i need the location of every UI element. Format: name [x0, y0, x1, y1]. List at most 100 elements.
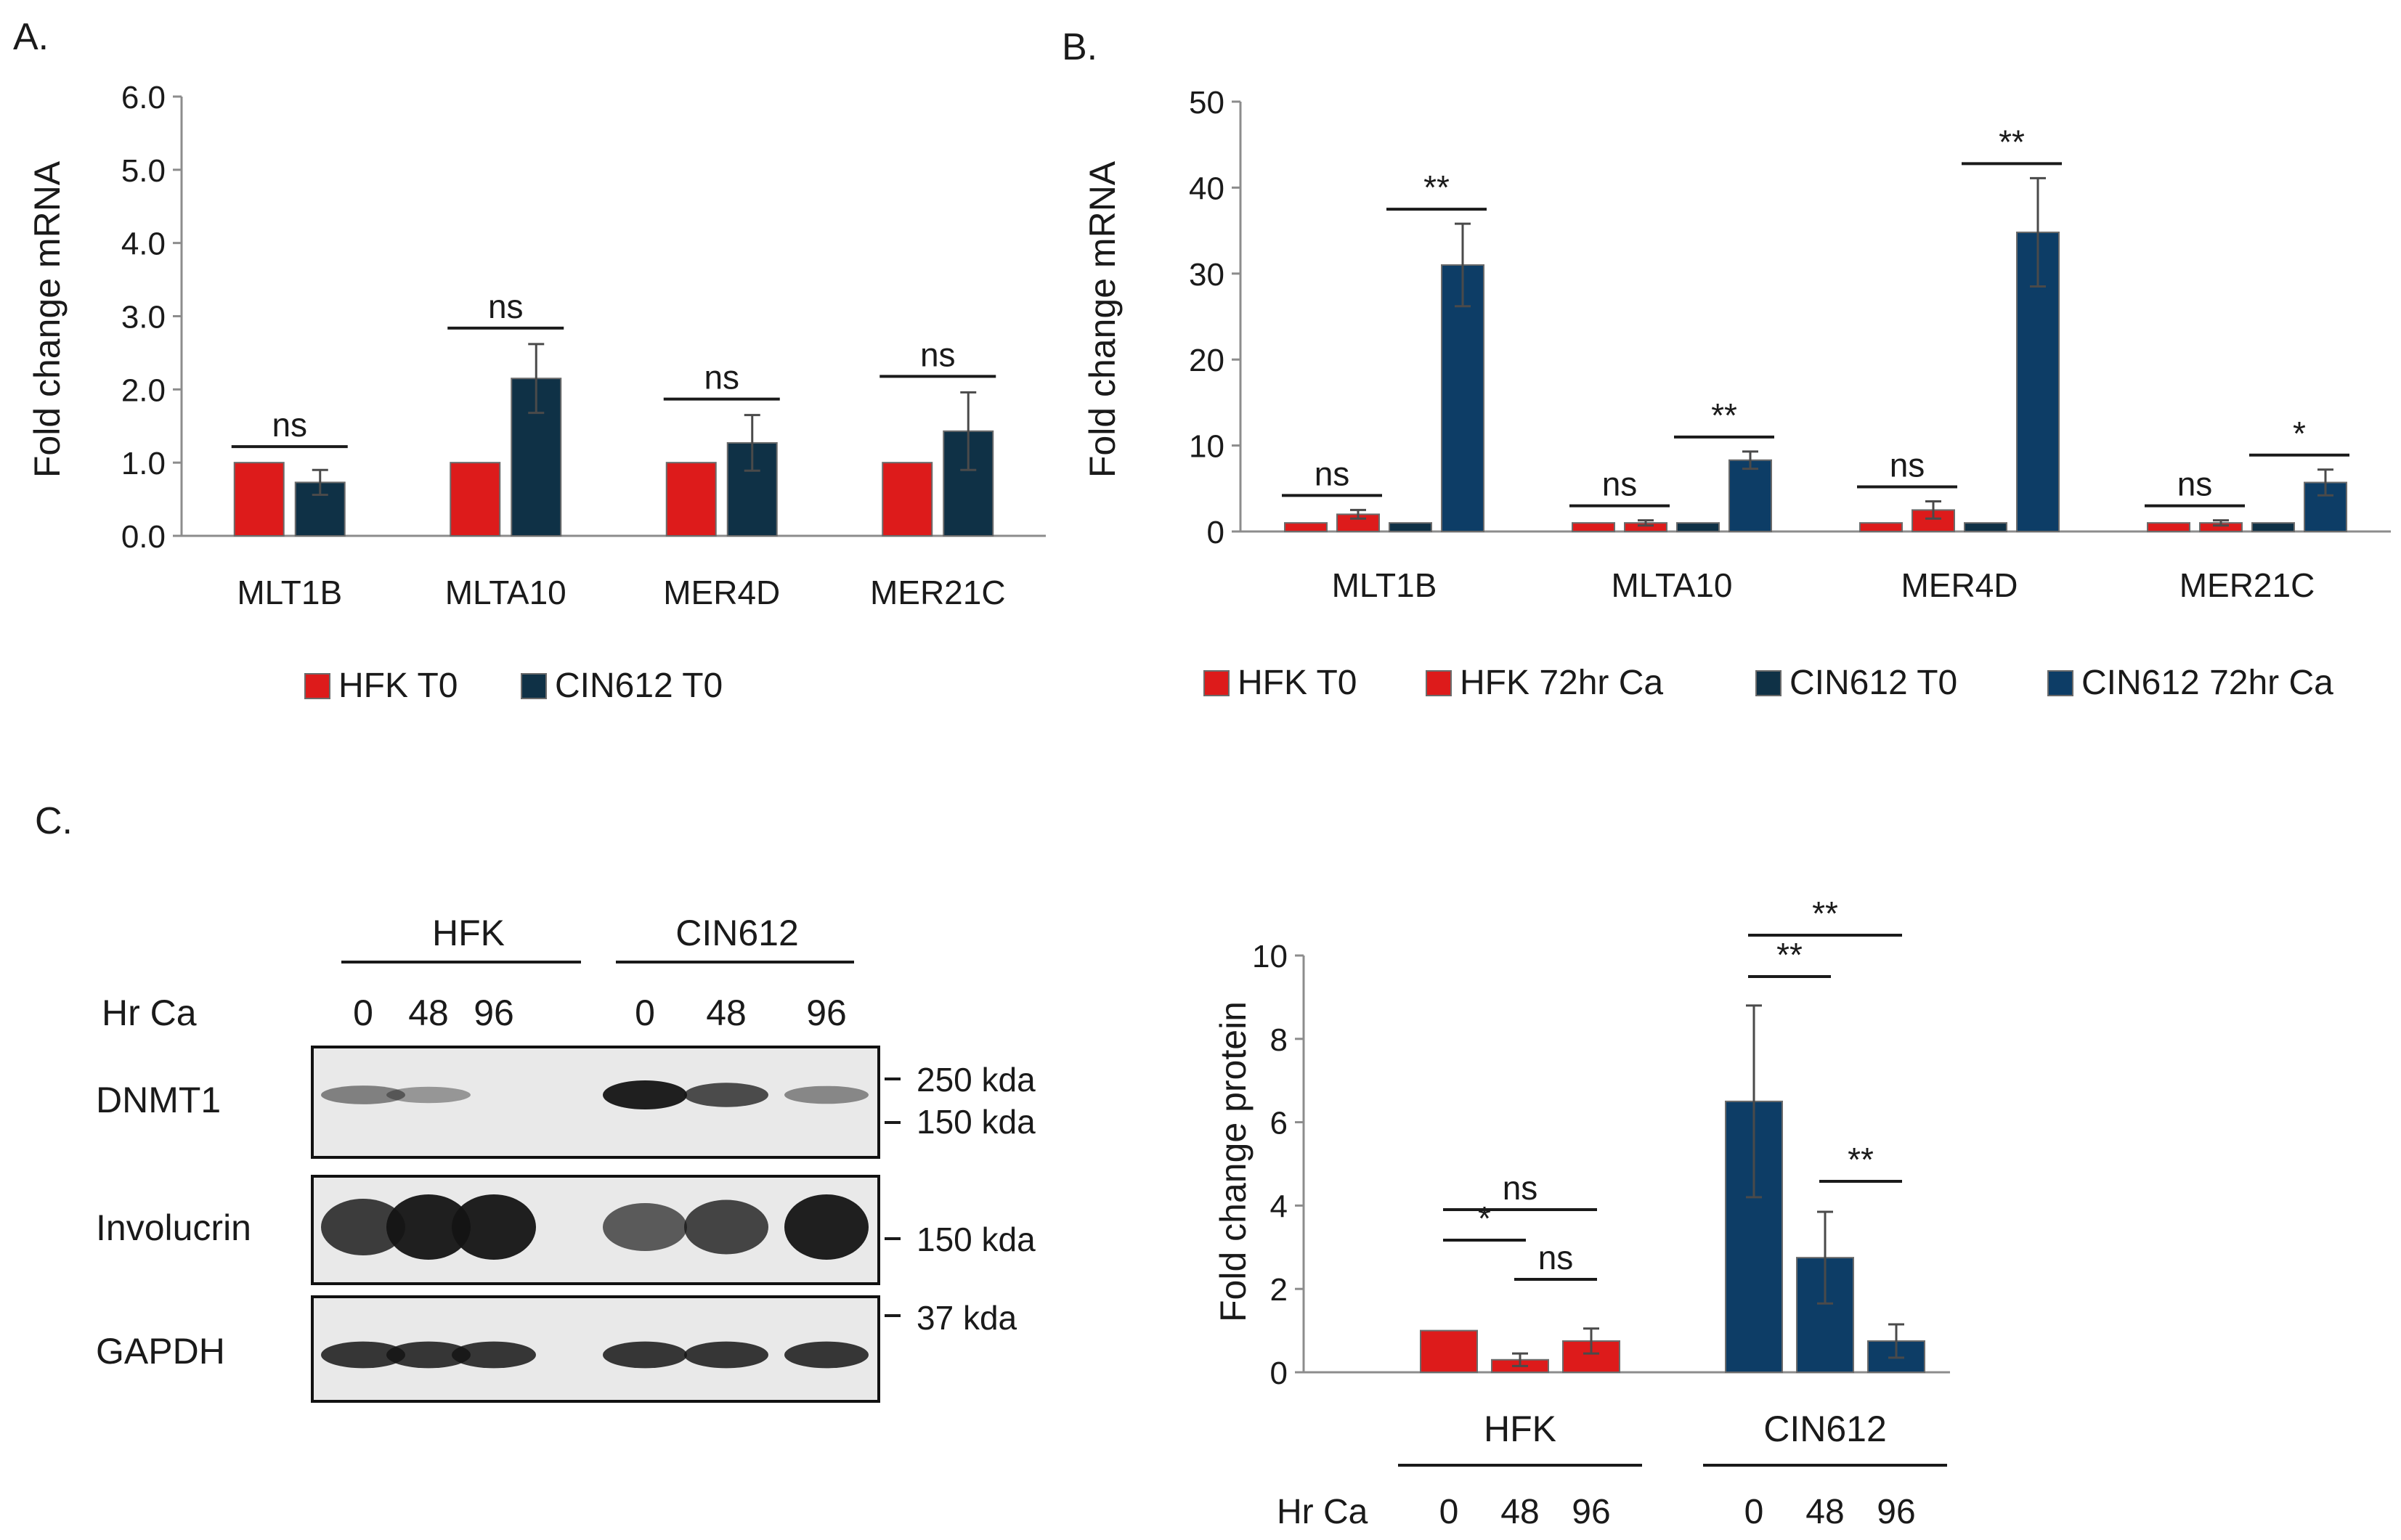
chartB-sig-label: ns — [2177, 465, 2213, 503]
chartC-tick-label: 2 — [1270, 1272, 1288, 1308]
chart-b-significance: ns ** ns ** ns ** ns * — [1282, 123, 2349, 508]
chartA-tick-label: 5.0 — [121, 153, 166, 189]
chartC-bar — [1420, 1329, 1478, 1373]
blot-row-label: DNMT1 — [96, 1080, 221, 1120]
chartB-legend-label: HFK 72hr Ca — [1460, 664, 1663, 702]
chartB-bar — [1284, 522, 1328, 532]
blot-band — [321, 1085, 405, 1104]
panel-label-a: A. — [13, 16, 49, 58]
blot-rows: DNMT1 Involucrin GAPDH — [96, 1046, 880, 1403]
chartB-tick-label: 50 — [1189, 85, 1224, 121]
marker-250-kda: 250 kda — [917, 1061, 1036, 1099]
chart-a-significance: ns ns ns ns — [231, 288, 996, 449]
chartC-sig-label: ns — [1503, 1169, 1538, 1207]
chart-b-bars — [1284, 176, 2347, 533]
chartB-legend-label: HFK T0 — [1238, 664, 1357, 702]
chartB-bar — [1389, 522, 1432, 532]
chartB-bar — [1676, 522, 1720, 532]
chartC-sig-label: ** — [1812, 895, 1838, 932]
chartA-bar — [511, 378, 562, 537]
blot-band — [603, 1341, 687, 1369]
blot-lane-label: 96 — [806, 993, 847, 1033]
chartB-category-label: MER4D — [1901, 566, 2018, 604]
chartC-hr-label: 48 — [1500, 1493, 1539, 1531]
chartA-category-label: MLT1B — [237, 574, 342, 611]
marker-150-kda-involucrin: 150 kda — [917, 1221, 1036, 1258]
chartA-sig-label: ns — [920, 335, 956, 373]
chartA-category-label: MER21C — [870, 574, 1006, 611]
chartC-tick-label: 0 — [1270, 1356, 1288, 1391]
chartB-legend-label: CIN612 72hr Ca — [2081, 664, 2333, 702]
chartB-bar — [2147, 522, 2190, 532]
blot-band — [684, 1341, 768, 1369]
chartB-category-label: MLTA10 — [1611, 566, 1732, 604]
chartA-legend-swatch — [521, 673, 547, 699]
chartA-category-label: MER4D — [663, 574, 780, 611]
blot-band — [321, 1341, 405, 1369]
chartB-sig-label: ** — [1423, 168, 1450, 206]
chart-a-y-ticks: 0.0 1.0 2.0 3.0 4.0 5.0 6.0 — [121, 80, 1046, 555]
chartC-sig-label: ** — [1776, 936, 1803, 974]
chartA-tick-label: 3.0 — [121, 300, 166, 335]
chartC-sig-label: ** — [1848, 1141, 1874, 1178]
blot-band — [684, 1083, 768, 1107]
blot-band — [784, 1085, 869, 1104]
chart-b-legend: HFK T0 HFK 72hr Ca CIN612 T0 CIN612 72hr Ca — [1203, 664, 2333, 702]
blot-lane-labels: 0 48 96 0 48 96 — [353, 993, 847, 1033]
chartB-sig-label: ns — [1890, 447, 1925, 484]
chartB-bar — [1859, 522, 1903, 532]
chartB-tick-label: 0 — [1207, 515, 1224, 550]
chart-a-bars — [233, 343, 994, 537]
chartB-legend-label: CIN612 T0 — [1789, 664, 1957, 702]
blot-group-cin612: CIN612 — [675, 913, 799, 953]
chartB-sig-label: ns — [1602, 465, 1638, 503]
chartB-bar — [1964, 522, 2007, 532]
chartB-legend-swatch — [1426, 670, 1452, 696]
chartC-hr-label: 96 — [1877, 1493, 1915, 1531]
chartA-tick-label: 1.0 — [121, 446, 166, 481]
chartB-sig-label: ** — [1711, 396, 1737, 434]
blot-lane-label: 0 — [635, 993, 655, 1033]
chartC-group-label: HFK — [1484, 1409, 1556, 1449]
blot-band — [784, 1194, 869, 1260]
chart-a: Fold change mRNA 0.0 1.0 2.0 3.0 4.0 5.0 6.0 n… — [27, 80, 1046, 705]
chartA-tick-label: 4.0 — [121, 227, 166, 262]
chartA-legend-label: CIN612 T0 — [555, 667, 723, 705]
chartA-tick-label: 0.0 — [121, 519, 166, 555]
blot-band — [452, 1341, 536, 1369]
chart-c-bars — [1420, 1004, 1925, 1374]
chartB-sig-label: ** — [1999, 123, 2025, 160]
chartC-hr-label: 48 — [1805, 1493, 1844, 1531]
blot-band — [386, 1341, 471, 1369]
chartC-hr-label: 0 — [1439, 1493, 1459, 1531]
chartC-tick-label: 10 — [1252, 939, 1288, 974]
blot-row-box — [311, 1046, 880, 1159]
marker-150-kda-dnmt1: 150 kda — [917, 1103, 1036, 1141]
chart-a-categories: MLT1B MLTA10 MER4D MER21C — [237, 574, 1005, 611]
chartA-bar — [943, 430, 994, 537]
chartB-bar — [1572, 522, 1615, 532]
chartB-bar — [1728, 459, 1772, 533]
chartA-bar — [665, 462, 717, 537]
blot-band — [321, 1199, 405, 1255]
chart-a-legend: HFK T0 CIN612 T0 — [304, 667, 723, 705]
western-blot: HFK CIN612 Hr Ca 0 48 96 0 48 96 DNMT1 Involuc… — [96, 913, 1036, 1403]
chartB-tick-label: 40 — [1189, 171, 1224, 206]
chart-a-ylabel: Fold change mRNA — [27, 160, 68, 478]
blot-group-hfk: HFK — [432, 913, 505, 953]
chart-c-ylabel: Fold change protein — [1213, 1001, 1254, 1322]
blot-band — [603, 1203, 687, 1251]
chartB-tick-label: 20 — [1189, 343, 1224, 378]
chartB-sig-label: ns — [1315, 455, 1350, 492]
chartC-tick-label: 4 — [1270, 1189, 1288, 1224]
blot-band — [452, 1194, 536, 1260]
chartC-tick-label: 8 — [1270, 1022, 1288, 1058]
chartB-legend-swatch — [2047, 670, 2073, 696]
chartA-tick-label: 6.0 — [121, 80, 166, 115]
panel-label-b: B. — [1062, 26, 1097, 68]
chartA-legend-swatch — [304, 673, 330, 699]
chartA-bar — [882, 462, 933, 537]
